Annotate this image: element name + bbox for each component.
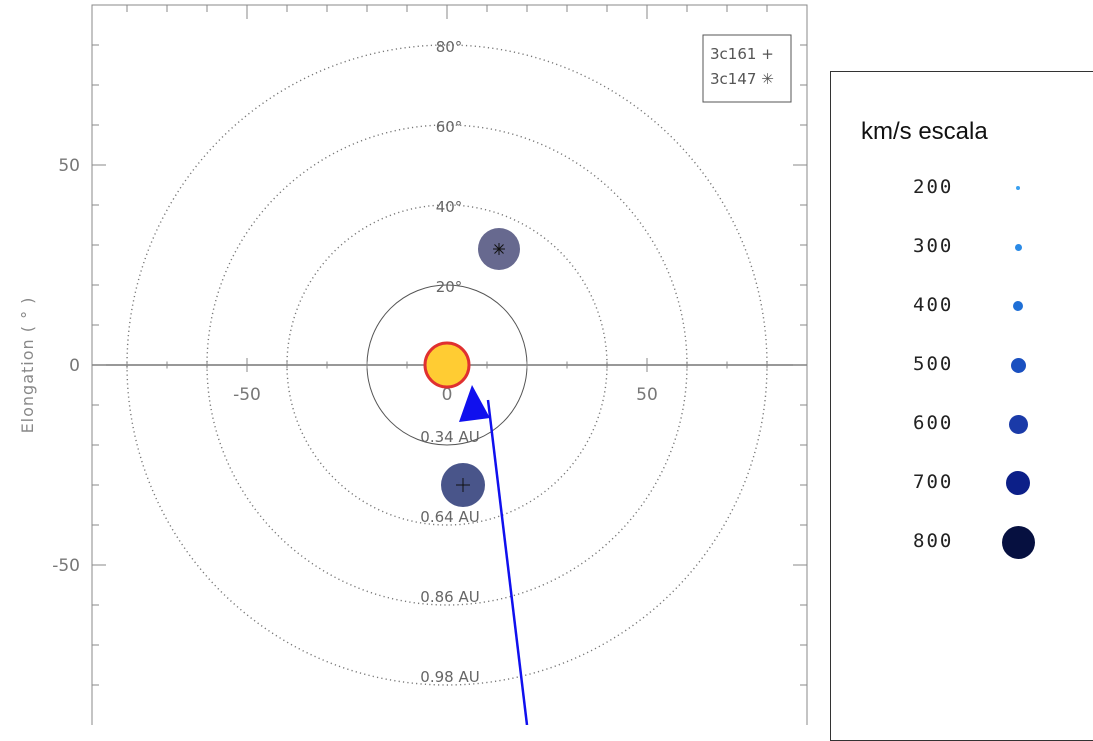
scale-value-300: 300 [913, 235, 954, 257]
y-tick-label: 0 [69, 356, 80, 376]
x-tick-label: 0 [442, 385, 453, 405]
scale-value-400: 400 [913, 294, 954, 316]
scale-row-500: 500 [831, 345, 1071, 385]
scale-dot-700 [1006, 471, 1030, 495]
ring-bottom-label-80: 0.98 AU [420, 668, 479, 686]
scale-dot-400 [1013, 301, 1023, 311]
arrow-head [459, 385, 490, 422]
ring-bottom-label-20: 0.34 AU [420, 428, 479, 446]
x-tick-label: -50 [233, 385, 261, 405]
direction-arrow [486, 399, 529, 725]
scale-value-500: 500 [913, 353, 954, 375]
ring-bottom-label-40: 0.64 AU [420, 508, 479, 526]
y-tick-label: 50 [58, 156, 80, 176]
scale-dot-200 [1016, 186, 1020, 190]
ring-top-label-20: 20° [436, 278, 463, 296]
scale-row-600: 600 [831, 404, 1071, 444]
speed-scale-panel: km/s escala 200 300 400 500 600 700 800 [830, 71, 1093, 741]
y-tick-label: -50 [52, 556, 80, 576]
sun-circle [423, 341, 471, 389]
scale-row-400: 400 [831, 286, 1071, 326]
source-3c147-star-marker [493, 243, 505, 255]
ring-top-label-40: 40° [436, 198, 463, 216]
ring-bottom-label-60: 0.86 AU [420, 588, 479, 606]
legend-box [702, 34, 792, 103]
plot-frame [91, 4, 808, 725]
scale-dot-300 [1014, 243, 1022, 251]
source-3c161-plus-marker [456, 478, 470, 492]
scale-value-800: 800 [913, 530, 954, 552]
scale-dot-600 [1008, 414, 1028, 434]
x-tick-label: 50 [636, 385, 658, 405]
ring-top-label-80: 80° [436, 38, 463, 56]
scale-row-700: 700 [831, 463, 1071, 503]
ring-top-label-60: 60° [436, 118, 463, 136]
scale-title: km/s escala [861, 118, 988, 145]
legend-entry-3c147: 3c147 ✳ [710, 70, 774, 88]
scale-dot-800 [1001, 525, 1035, 559]
scale-value-600: 600 [913, 412, 954, 434]
scale-value-700: 700 [913, 471, 954, 493]
scale-row-800: 800 [831, 522, 1071, 562]
scale-row-200: 200 [831, 168, 1071, 208]
scale-row-300: 300 [831, 227, 1071, 267]
scale-dot-500 [1010, 357, 1026, 373]
polar-elongation-plot: 20° 0.34 AU 40° 0.64 AU 60° 0.86 AU 80° 0.98 AU… [18, 4, 808, 725]
legend-entry-3c161: 3c161 + [710, 45, 774, 63]
y-axis-label: Elongation ( ° ) [18, 297, 37, 434]
scale-value-200: 200 [913, 176, 954, 198]
